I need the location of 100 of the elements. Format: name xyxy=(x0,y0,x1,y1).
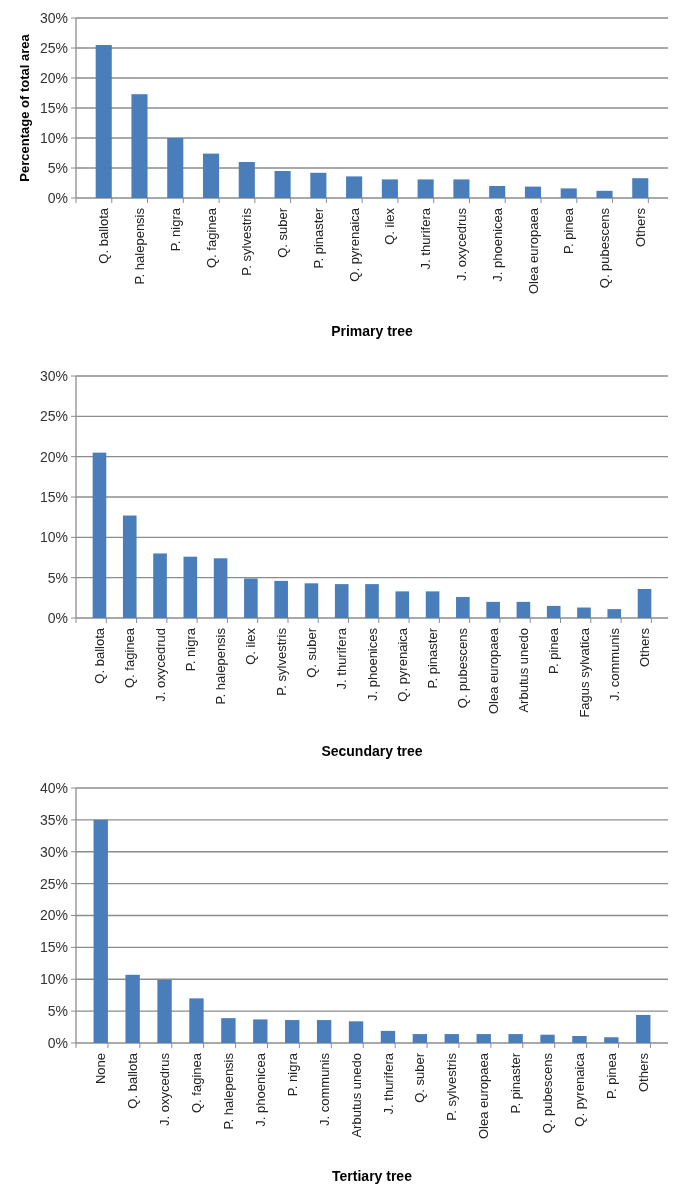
bar xyxy=(202,153,220,198)
x-tick-label: Q. pubescens xyxy=(597,207,613,289)
bar xyxy=(92,452,107,618)
x-tick-label: P. pinea xyxy=(561,207,577,255)
y-tick-label: 15% xyxy=(39,939,68,956)
x-tick-label: Others xyxy=(632,207,648,248)
bar xyxy=(524,186,542,198)
y-tick-label: 10% xyxy=(39,529,68,546)
x-tick-label: Others xyxy=(637,627,653,668)
y-tick-label: 20% xyxy=(39,448,68,465)
bar xyxy=(316,1020,332,1043)
x-tick-label: J. phoenicea xyxy=(252,1052,268,1127)
x-tick-label: P. pinaster xyxy=(508,1052,524,1114)
x-tick-label: P. halepensis xyxy=(220,1052,236,1130)
bar xyxy=(167,138,184,198)
y-tick-label: 40% xyxy=(39,779,68,796)
bar xyxy=(637,588,652,618)
y-tick-label: 0% xyxy=(47,189,68,206)
bar xyxy=(348,1021,364,1043)
bar xyxy=(238,162,255,198)
x-tick-label: Q. pyrenaica xyxy=(346,207,362,282)
y-tick-label: 5% xyxy=(47,569,68,586)
y-tick-label: 15% xyxy=(39,488,68,505)
x-axis-title: Primary tree xyxy=(331,323,414,339)
x-tick-label: Fagus sylvatica xyxy=(576,627,592,718)
bar xyxy=(607,609,622,618)
x-tick-label: Q. suber xyxy=(303,627,319,678)
bar xyxy=(125,974,140,1043)
y-tick-label: 5% xyxy=(47,1003,68,1020)
x-tick-label: P. nigra xyxy=(167,207,183,252)
x-tick-label: Q. faginea xyxy=(122,627,138,688)
bar xyxy=(310,172,327,198)
x-tick-label: J. thurifera xyxy=(418,207,434,270)
bar xyxy=(189,998,204,1043)
bar xyxy=(122,515,137,618)
x-tick-label: P. sylvestris xyxy=(444,1052,460,1121)
bar xyxy=(476,1034,491,1043)
bar xyxy=(365,584,379,618)
bar xyxy=(304,583,319,618)
y-tick-label: 10% xyxy=(39,129,68,146)
x-tick-label: Q. suber xyxy=(412,1052,428,1103)
y-tick-label: 20% xyxy=(39,907,68,924)
bar xyxy=(381,179,398,198)
y-tick-label: 25% xyxy=(39,39,68,56)
bar xyxy=(346,176,363,198)
x-tick-label: Q. ballota xyxy=(96,207,112,264)
bar xyxy=(489,186,506,198)
x-tick-label: P. pinea xyxy=(603,1052,619,1100)
bar xyxy=(540,1034,555,1043)
bar xyxy=(157,979,172,1043)
bar xyxy=(253,1019,268,1043)
bar xyxy=(95,45,112,198)
bar xyxy=(604,1037,619,1043)
x-tick-label: Arbutus unedo xyxy=(348,1053,364,1138)
y-tick-label: 5% xyxy=(47,159,68,176)
x-axis-title: Tertiary tree xyxy=(332,1168,413,1184)
bar xyxy=(285,1020,300,1043)
bar xyxy=(274,171,291,198)
bar xyxy=(425,591,440,618)
bar xyxy=(221,1018,236,1043)
y-tick-label: 20% xyxy=(39,69,68,86)
bar xyxy=(93,819,108,1043)
x-tick-label: P. pinaster xyxy=(310,207,326,269)
y-tick-label: 0% xyxy=(47,609,68,626)
x-tick-label: Q. ilex xyxy=(382,207,398,245)
x-tick-label: Q. ilex xyxy=(243,627,259,665)
y-tick-label: 25% xyxy=(39,408,68,425)
x-tick-label: Q. ballota xyxy=(125,1052,141,1109)
bar xyxy=(572,1035,587,1043)
bar xyxy=(334,584,349,618)
y-tick-label: 0% xyxy=(47,1034,68,1051)
y-axis-title: Percentage of total area xyxy=(16,33,32,182)
y-tick-label: 15% xyxy=(39,99,68,116)
x-tick-label: P. sylvestris xyxy=(239,207,255,276)
y-tick-label: 30% xyxy=(39,9,68,26)
x-tick-label: Q. faginea xyxy=(189,1052,205,1113)
bar xyxy=(153,553,167,618)
x-tick-label: P. halepensis xyxy=(132,207,148,285)
x-tick-label: J. oxycedrus xyxy=(453,207,469,281)
x-tick-label: Others xyxy=(635,1052,651,1093)
x-tick-label: P. pinea xyxy=(546,627,562,675)
bar xyxy=(380,1030,396,1043)
x-tick-label: Q. ballota xyxy=(92,627,108,684)
x-tick-label: Q. suber xyxy=(275,207,291,258)
bar xyxy=(636,1014,651,1043)
x-tick-label: J. communis xyxy=(606,627,622,701)
x-tick-label: P. nigra xyxy=(284,1052,300,1097)
bar xyxy=(632,178,649,198)
y-tick-label: 30% xyxy=(39,843,68,860)
x-tick-label: Arbutus unedo xyxy=(515,628,531,713)
bar xyxy=(183,556,198,618)
bar xyxy=(516,601,531,618)
x-tick-label: J. oxycedrud xyxy=(152,628,168,702)
x-tick-label: Olea europaea xyxy=(476,1052,492,1140)
x-tick-label: J. thurifera xyxy=(334,627,350,690)
y-tick-label: 25% xyxy=(39,875,68,892)
y-tick-label: 35% xyxy=(39,811,68,828)
bar xyxy=(244,578,258,618)
bar xyxy=(560,188,577,198)
bar xyxy=(213,558,228,618)
